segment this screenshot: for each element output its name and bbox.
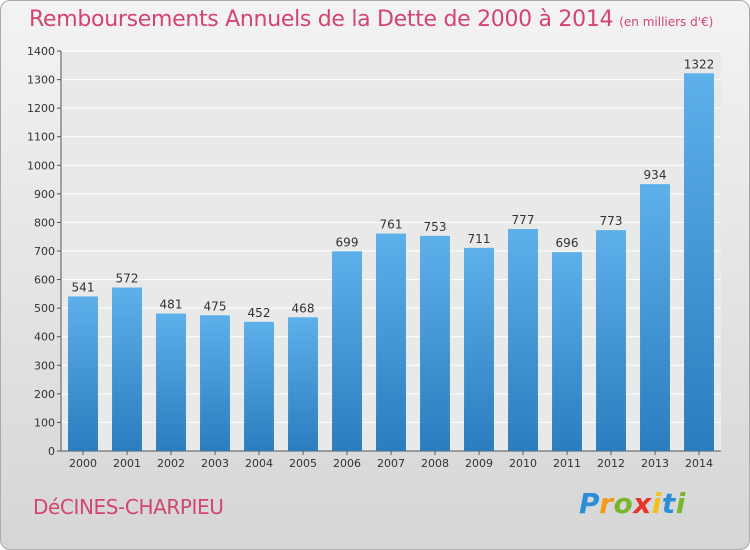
bar-value-label: 572 (116, 272, 139, 286)
proxiti-logo: Proxiti (579, 487, 686, 520)
y-tick-label: 800 (34, 216, 55, 229)
y-tick-label: 900 (34, 188, 55, 201)
y-tick-label: 1300 (27, 74, 55, 87)
x-tick-label: 2010 (509, 457, 537, 470)
chart-unit: (en milliers d'€) (619, 15, 714, 29)
x-tick-label: 2001 (113, 457, 141, 470)
bar-2001 (112, 287, 142, 451)
y-tick-label: 500 (34, 302, 55, 315)
x-tick-label: 2011 (553, 457, 581, 470)
bar-value-label: 452 (248, 306, 271, 320)
x-tick-label: 2006 (333, 457, 361, 470)
bar-2000 (68, 296, 98, 451)
y-tick-label: 300 (34, 359, 55, 372)
y-tick-label: 600 (34, 274, 55, 287)
bar-2003 (200, 315, 230, 451)
chart-title-text: Remboursements Annuels de la Dette de 20… (29, 7, 614, 32)
y-tick-label: 0 (48, 445, 55, 458)
y-tick-label: 400 (34, 331, 55, 344)
municipality-name: DéCINES-CHARPIEU (33, 495, 224, 519)
bar-2008 (420, 235, 450, 451)
bar-2006 (332, 251, 362, 451)
y-tick-label: 700 (34, 245, 55, 258)
y-tick-label: 1100 (27, 131, 55, 144)
bar-2005 (288, 317, 318, 451)
bar-value-label: 934 (644, 168, 667, 182)
bar-2014 (684, 73, 714, 452)
bars (68, 73, 714, 452)
bar-value-label: 696 (556, 236, 579, 250)
brand-letter: i (675, 487, 686, 520)
x-tick-label: 2004 (245, 457, 273, 470)
bar-2013 (640, 184, 670, 451)
bar-value-label: 761 (380, 218, 403, 232)
bar-2011 (552, 252, 582, 451)
bar-2007 (376, 233, 406, 451)
x-tick-label: 2005 (289, 457, 317, 470)
x-tick-label: 2007 (377, 457, 405, 470)
x-tick-label: 2009 (465, 457, 493, 470)
bar-value-label: 481 (160, 298, 183, 312)
bar-2004 (244, 321, 274, 451)
bar-value-label: 699 (336, 235, 359, 249)
y-tick-label: 200 (34, 388, 55, 401)
bar-value-label: 711 (468, 232, 491, 246)
brand-letter: P (579, 487, 600, 520)
brand-letter: t (661, 487, 676, 520)
y-tick-label: 1200 (27, 102, 55, 115)
bar-2002 (156, 313, 186, 451)
x-tick-label: 2014 (685, 457, 713, 470)
x-tick-label: 2013 (641, 457, 669, 470)
bar-value-label: 753 (424, 220, 447, 234)
bar-value-label: 475 (204, 299, 227, 313)
bar-value-label: 541 (72, 280, 95, 294)
bar-value-label: 777 (512, 213, 535, 227)
brand-letter: r (599, 487, 614, 520)
y-tick-label: 1000 (27, 159, 55, 172)
brand-letter: x (633, 487, 652, 520)
bar-value-label: 1322 (684, 57, 715, 71)
x-tick-label: 2003 (201, 457, 229, 470)
x-tick-label: 2000 (69, 457, 97, 470)
labels: 0 100 200 300 400 500 600 700 800 900 1000 1100 1200… (27, 45, 714, 470)
brand-letter: o (613, 487, 634, 520)
x-tick-label: 2008 (421, 457, 449, 470)
x-tick-label: 2002 (157, 457, 185, 470)
brand-letter: i (651, 487, 662, 520)
bar-2010 (508, 229, 538, 451)
y-tick-label: 1400 (27, 45, 55, 58)
bar-value-label: 773 (600, 214, 623, 228)
y-tick-label: 100 (34, 416, 55, 429)
x-tick-label: 2012 (597, 457, 625, 470)
bar-2012 (596, 230, 626, 451)
bar-value-label: 468 (292, 301, 315, 315)
bar-2009 (464, 247, 494, 451)
chart-title: Remboursements Annuels de la Dette de 20… (29, 7, 713, 32)
